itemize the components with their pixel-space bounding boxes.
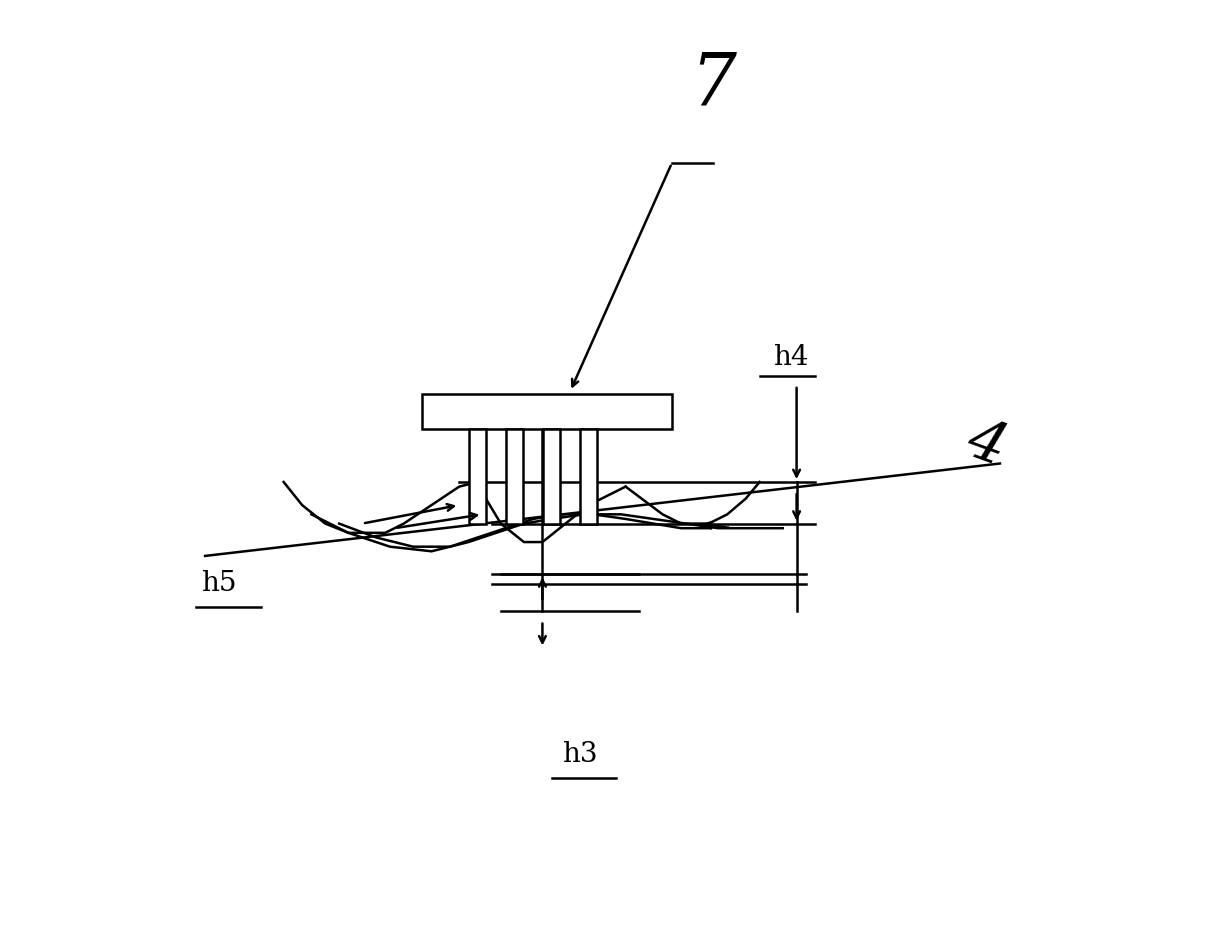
Bar: [422, 394, 672, 429]
Text: h4: h4: [774, 344, 809, 371]
Text: 7: 7: [690, 49, 736, 120]
Bar: [506, 429, 523, 524]
Text: h5: h5: [201, 570, 236, 597]
Bar: [543, 429, 560, 524]
Bar: [470, 429, 486, 524]
Text: 4: 4: [959, 413, 1013, 478]
Text: h3: h3: [562, 741, 598, 768]
Bar: [581, 429, 596, 524]
